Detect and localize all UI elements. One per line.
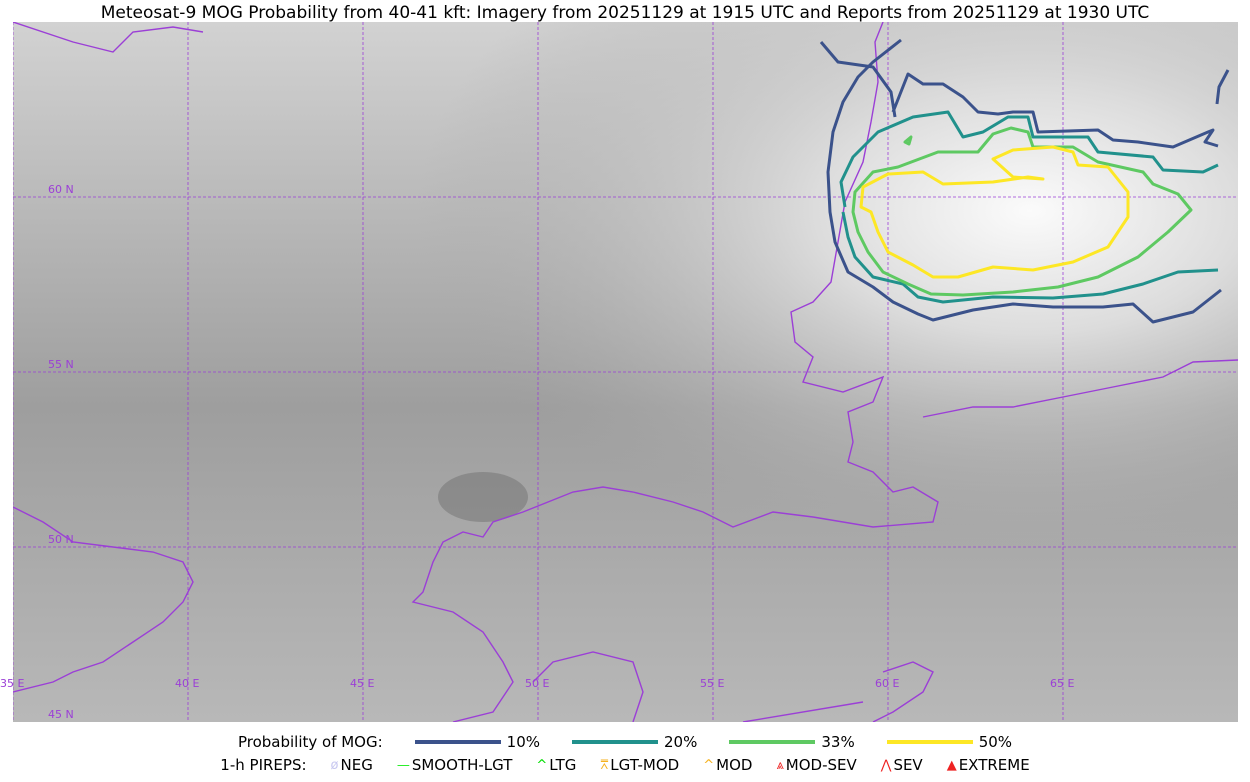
neg-icon: ø xyxy=(330,757,339,773)
swatch-20 xyxy=(572,740,659,744)
pirep-legend-label: 1-h PIREPS: xyxy=(220,756,307,774)
contour-10pct-edge xyxy=(1215,69,1230,105)
swatch-10 xyxy=(414,740,501,744)
pirep-smooth-lgt: SMOOTH-LGT xyxy=(411,756,513,774)
double-caret-icon: ⋀ xyxy=(880,757,892,773)
legend-10: 10% xyxy=(506,733,541,751)
legend-20: 20% xyxy=(664,733,698,751)
graticule xyxy=(13,22,1238,722)
caret-icon: ^ xyxy=(703,757,715,773)
contour-20pct xyxy=(839,110,1219,304)
satellite-map xyxy=(13,22,1238,722)
line-icon: — xyxy=(396,757,410,773)
pirep-lgt-mod: LGT-MOD xyxy=(610,756,680,774)
coastlines xyxy=(13,22,1238,722)
contour-50pct xyxy=(859,145,1130,279)
chart-title: Meteosat-9 MOG Probability from 40-41 kf… xyxy=(100,3,1150,23)
swatch-33 xyxy=(729,740,816,744)
swatch-50 xyxy=(886,740,973,744)
pirep-legend: 1-h PIREPS: ø NEG — SMOOTH-LGT ^ LTG ⩞ LGT-M… xyxy=(0,756,1250,774)
legend-33: 33% xyxy=(821,733,855,751)
caret-bar-icon: ⩞ xyxy=(600,757,609,773)
legend-50: 50% xyxy=(978,733,1013,751)
dark-swirl xyxy=(438,472,528,522)
probability-legend: Probability of MOG: 10% 20% 33% 50% xyxy=(0,733,1250,751)
mog-contours xyxy=(819,38,1230,324)
filled-triangle-icon: ▲ xyxy=(946,757,957,773)
contour-10pct-top xyxy=(819,41,1219,149)
contour-33pct-small xyxy=(903,135,913,146)
double-caret-bar-icon: ⩓ xyxy=(776,757,784,773)
pirep-ltg: LTG xyxy=(549,756,577,774)
pirep-extreme: EXTREME xyxy=(958,756,1030,774)
caret-icon: ^ xyxy=(536,757,548,773)
pirep-sev: SEV xyxy=(893,756,923,774)
prob-legend-label: Probability of MOG: xyxy=(237,733,383,751)
pirep-mod: MOD xyxy=(716,756,753,774)
pirep-neg: NEG xyxy=(340,756,373,774)
contour-33pct xyxy=(851,126,1193,297)
contour-10pct xyxy=(826,38,1222,324)
pirep-mod-sev: MOD-SEV xyxy=(785,756,857,774)
